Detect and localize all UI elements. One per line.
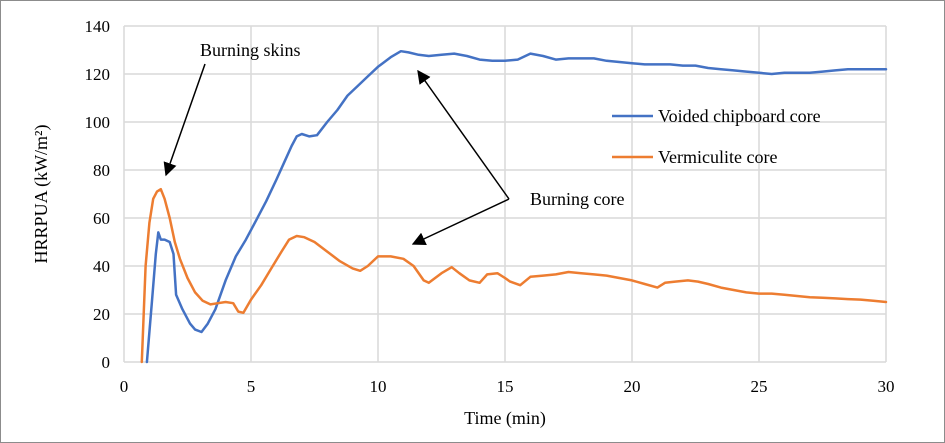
series-line-voided-chipboard	[145, 49, 888, 364]
y-tick-label: 140	[85, 17, 111, 36]
annotation-arrow-skins	[163, 63, 206, 177]
x-tick-label: 25	[751, 377, 768, 396]
y-tick-label: 100	[85, 113, 111, 132]
x-tick-label: 5	[247, 377, 256, 396]
y-tick-label: 60	[93, 209, 110, 228]
x-tick-label: 30	[878, 377, 895, 396]
series-line-vermiculite	[140, 187, 888, 364]
legend: Voided chipboard core Vermiculite core	[612, 106, 821, 167]
y-tick-label: 40	[93, 257, 110, 276]
y-tick-label: 80	[93, 161, 110, 180]
x-tick-label: 15	[497, 377, 514, 396]
annotation-arrow-core-bottom	[411, 198, 510, 245]
tick-labels: 0 20 40 60 80 100 120 140 0 5 10 15 20 25 30	[85, 17, 895, 396]
y-axis-title: HRRPUA (kW/m²)	[31, 125, 52, 264]
x-axis-title: Time (min)	[464, 408, 546, 429]
annotation-arrow-core-top	[417, 69, 510, 200]
legend-label-voided: Voided chipboard core	[658, 106, 821, 126]
y-tick-label: 20	[93, 305, 110, 324]
annotation-burning-skins: Burning skins	[163, 40, 301, 177]
series-lines	[140, 49, 888, 364]
annotation-burning-core-label: Burning core	[530, 189, 624, 209]
legend-label-vermiculite: Vermiculite core	[658, 147, 777, 167]
annotation-burning-core: Burning core	[411, 69, 624, 245]
y-tick-label: 0	[102, 353, 111, 372]
annotation-burning-skins-label: Burning skins	[200, 40, 301, 60]
x-tick-label: 20	[624, 377, 641, 396]
x-tick-label: 10	[370, 377, 387, 396]
x-tick-label: 0	[120, 377, 129, 396]
y-tick-label: 120	[85, 65, 111, 84]
